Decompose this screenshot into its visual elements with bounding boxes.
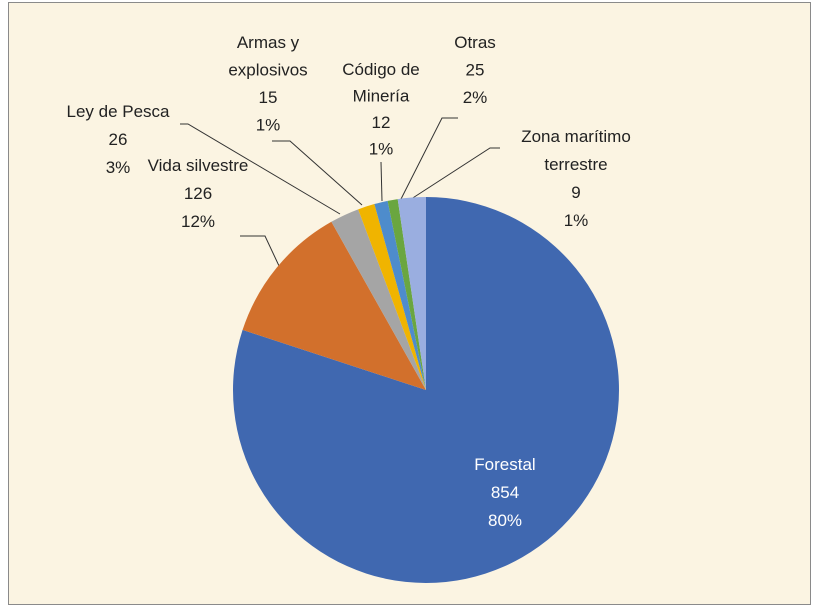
- data-label-value: 9: [571, 183, 580, 202]
- data-label-name: Ley de Pesca: [66, 102, 170, 121]
- data-label-value: 26: [109, 130, 128, 149]
- data-label-name: Vida silvestre: [148, 156, 249, 175]
- data-label-percent: 2%: [463, 88, 488, 107]
- data-label-percent: 1%: [256, 116, 281, 135]
- data-label-value: 12: [372, 113, 391, 132]
- data-label-name: Otras: [454, 33, 496, 52]
- leader-line: [398, 117, 458, 204]
- leader-line: [404, 147, 500, 204]
- data-label-value: 15: [259, 88, 278, 107]
- leader-line: [240, 235, 281, 269]
- pie-slice: [233, 197, 620, 583]
- data-label-percent: 1%: [369, 140, 394, 159]
- pie-slice: [242, 221, 426, 390]
- data-label-name: Zona marítimo terrestre: [521, 127, 631, 174]
- data-label-percent: 12%: [181, 212, 215, 231]
- data-label-percent: 1%: [564, 211, 589, 230]
- pie-slice: [397, 197, 426, 390]
- slices: [233, 197, 620, 583]
- data-label-name: Código de Minería: [342, 60, 420, 106]
- pie-slice: [387, 199, 426, 390]
- data-label-value: 25: [466, 61, 485, 80]
- data-label-percent: 3%: [106, 158, 131, 177]
- pie-slice: [374, 200, 426, 390]
- pie-slice: [358, 204, 426, 390]
- data-label-name: Armas y explosivos: [228, 33, 307, 80]
- data-label-value: 854: [491, 483, 519, 502]
- pie-slice: [331, 209, 426, 390]
- data-label-percent: 80%: [488, 511, 522, 530]
- leader-line: [272, 140, 363, 206]
- data-label-name: Forestal: [474, 455, 535, 474]
- data-label-value: 126: [184, 184, 212, 203]
- leader-line: [380, 161, 383, 202]
- leader-line: [180, 123, 341, 215]
